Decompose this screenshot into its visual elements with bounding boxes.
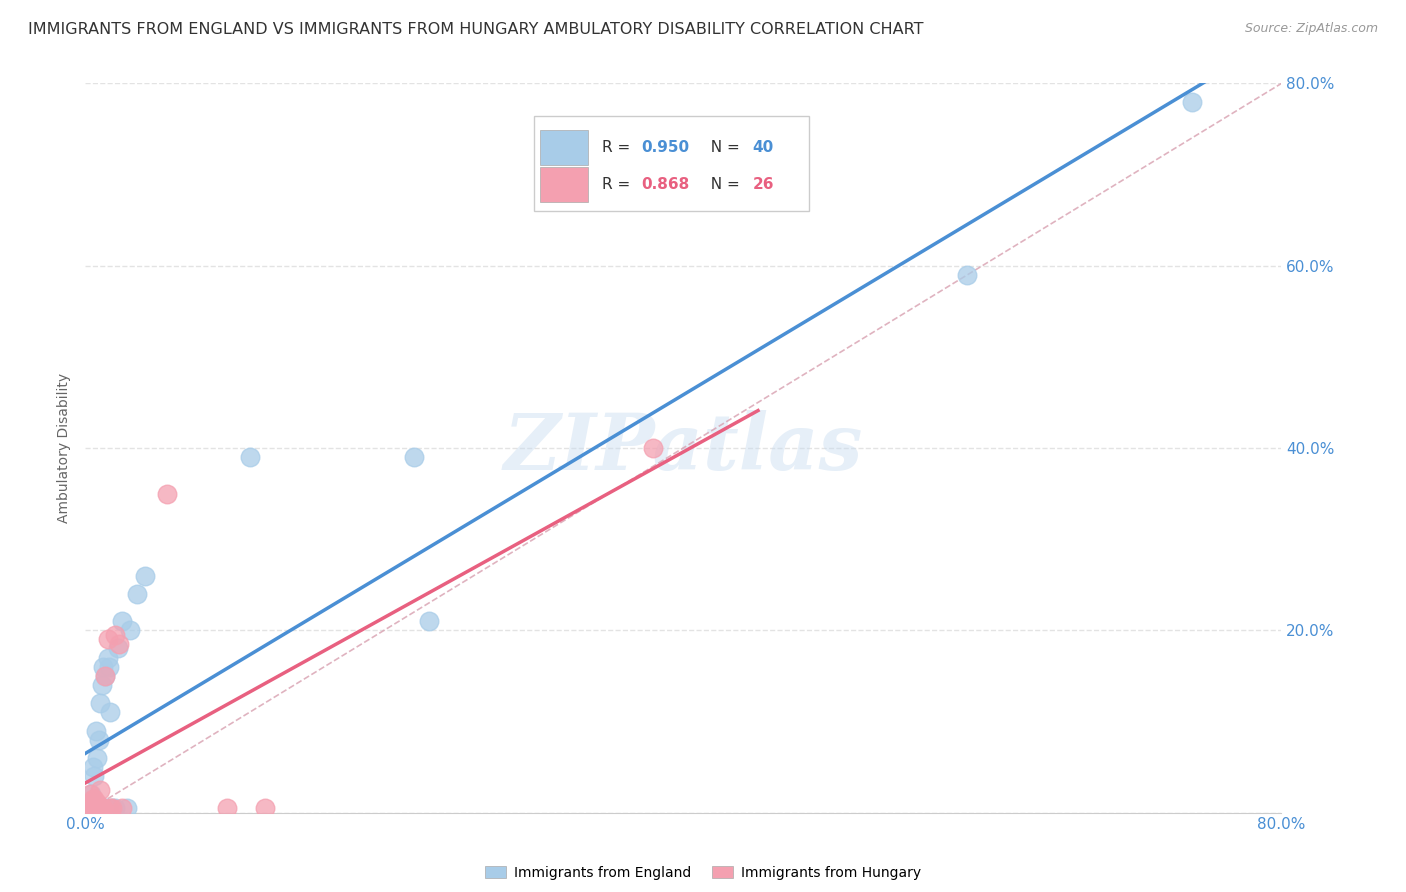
Point: [83, 769, 105, 783]
Point: [93, 669, 115, 683]
Text: 0.950: 0.950: [641, 140, 689, 155]
Text: ZIPatlas: ZIPatlas: [503, 409, 863, 486]
Point: [80, 787, 103, 801]
Y-axis label: Ambulatory Disability: Ambulatory Disability: [58, 373, 72, 523]
Point: [86, 801, 108, 815]
Point: [94, 801, 117, 815]
FancyBboxPatch shape: [540, 167, 588, 202]
Point: [107, 641, 129, 656]
Point: [115, 801, 138, 815]
Point: [83, 801, 105, 815]
Text: IMMIGRANTS FROM ENGLAND VS IMMIGRANTS FROM HUNGARY AMBULATORY DISABILITY CORRELA: IMMIGRANTS FROM ENGLAND VS IMMIGRANTS FR…: [28, 22, 924, 37]
Point: [104, 628, 127, 642]
Point: [79, 787, 101, 801]
Text: 0.868: 0.868: [641, 177, 689, 192]
Point: [83, 792, 105, 806]
Text: Source: ZipAtlas.com: Source: ZipAtlas.com: [1244, 22, 1378, 36]
Point: [79, 798, 101, 813]
Point: [1181, 95, 1204, 109]
Point: [111, 614, 134, 628]
Point: [80, 801, 103, 815]
Legend: Immigrants from England, Immigrants from Hungary: Immigrants from England, Immigrants from…: [479, 860, 927, 885]
Point: [90, 678, 112, 692]
FancyBboxPatch shape: [540, 130, 588, 165]
Point: [83, 801, 105, 815]
Point: [253, 801, 276, 815]
Point: [91, 659, 114, 673]
Point: [101, 801, 124, 815]
Point: [956, 268, 979, 282]
Point: [89, 696, 111, 710]
Point: [82, 801, 104, 815]
Text: N =: N =: [702, 140, 745, 155]
Text: 40: 40: [752, 140, 773, 155]
Text: R =: R =: [602, 177, 636, 192]
Point: [156, 486, 179, 500]
FancyBboxPatch shape: [534, 116, 808, 211]
Point: [82, 760, 104, 774]
Point: [418, 614, 440, 628]
Point: [118, 624, 141, 638]
Point: [104, 801, 127, 815]
Point: [80, 801, 103, 815]
Point: [402, 450, 425, 464]
Point: [82, 798, 104, 813]
Point: [643, 441, 665, 455]
Point: [82, 801, 104, 815]
Point: [89, 782, 111, 797]
Point: [80, 797, 103, 811]
Point: [134, 568, 156, 582]
Point: [77, 801, 100, 815]
Point: [91, 801, 114, 815]
Point: [86, 751, 108, 765]
Point: [79, 801, 101, 815]
Point: [108, 637, 131, 651]
Point: [93, 669, 115, 683]
Point: [84, 723, 107, 738]
Point: [86, 797, 108, 811]
Point: [77, 801, 100, 815]
Point: [96, 650, 118, 665]
Text: N =: N =: [702, 177, 745, 192]
Point: [79, 801, 101, 815]
Point: [90, 801, 112, 815]
Point: [90, 801, 112, 815]
Point: [100, 706, 122, 720]
Text: 26: 26: [752, 177, 775, 192]
Text: R =: R =: [602, 140, 636, 155]
Point: [96, 632, 118, 647]
Point: [101, 801, 124, 815]
Point: [238, 450, 260, 464]
Point: [100, 801, 122, 815]
Point: [87, 801, 110, 815]
Point: [217, 801, 239, 815]
Point: [98, 659, 121, 673]
Point: [84, 801, 107, 815]
Point: [89, 801, 111, 815]
Point: [82, 792, 104, 806]
Point: [87, 732, 110, 747]
Point: [111, 801, 134, 815]
Point: [84, 801, 107, 815]
Point: [91, 801, 114, 815]
Point: [127, 587, 149, 601]
Point: [87, 801, 110, 815]
